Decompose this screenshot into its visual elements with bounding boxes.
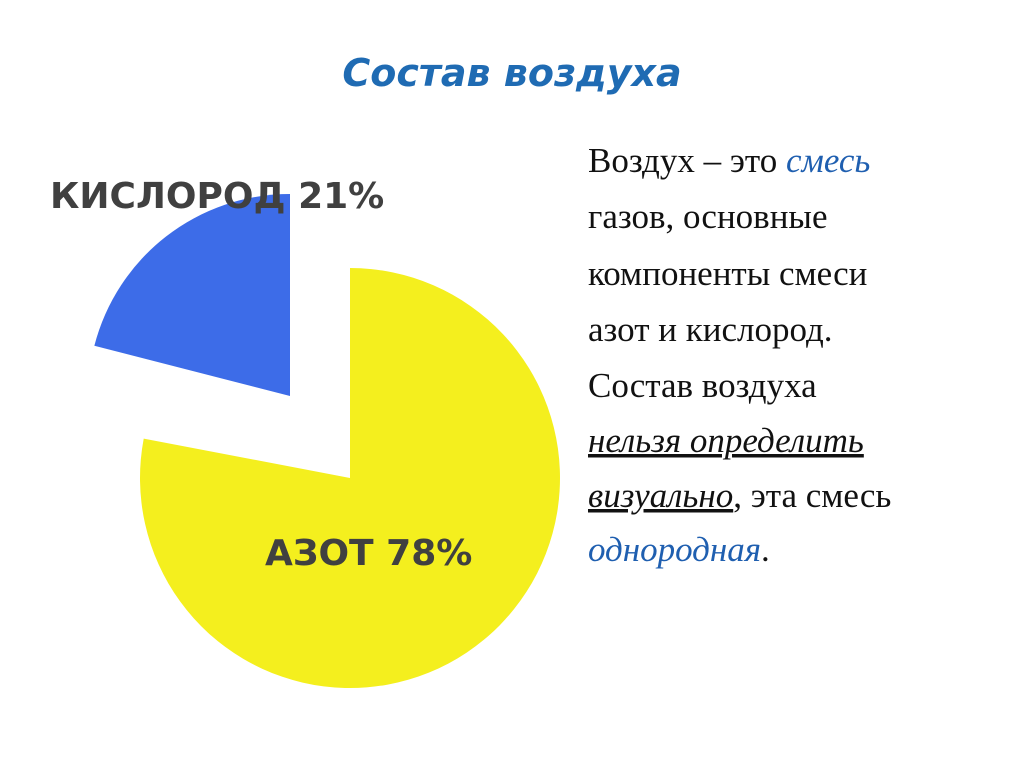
run: Воздух – это <box>588 141 786 180</box>
pie-slice <box>140 268 560 689</box>
run: . <box>761 530 770 569</box>
run: , эта смесь <box>733 476 891 515</box>
body-text: Воздух – это смесь газов, основные компо… <box>588 141 891 569</box>
run: азот и кислород. <box>588 310 833 349</box>
category: АЗОТ <box>265 533 374 574</box>
line: нельзя определить <box>588 421 864 460</box>
line: визуально, эта смесь <box>588 476 891 515</box>
run: однородная <box>588 530 761 569</box>
pie <box>94 194 560 689</box>
value-label: 21% <box>298 176 384 217</box>
run: Состав воздуха <box>588 366 817 405</box>
run: визуально <box>588 476 733 515</box>
line: азот и кислород. <box>588 310 833 349</box>
pie-slice <box>94 194 291 396</box>
run: газов, основные <box>588 197 827 236</box>
pie-label: АЗОТ 78% <box>265 533 472 574</box>
run: смесь <box>786 141 870 180</box>
line: Состав воздуха <box>588 366 817 405</box>
run: компоненты смеси <box>588 254 867 293</box>
slide-title: Состав воздуха <box>342 51 681 95</box>
pie-label: КИСЛОРОД 21% <box>50 176 384 217</box>
category: КИСЛОРОД <box>50 176 286 217</box>
value-label: 78% <box>386 533 472 574</box>
line: газов, основные <box>588 197 827 236</box>
line: однородная. <box>588 530 770 569</box>
line: Воздух – это смесь <box>588 141 870 180</box>
line: компоненты смеси <box>588 254 867 293</box>
run: нельзя определить <box>588 421 864 460</box>
